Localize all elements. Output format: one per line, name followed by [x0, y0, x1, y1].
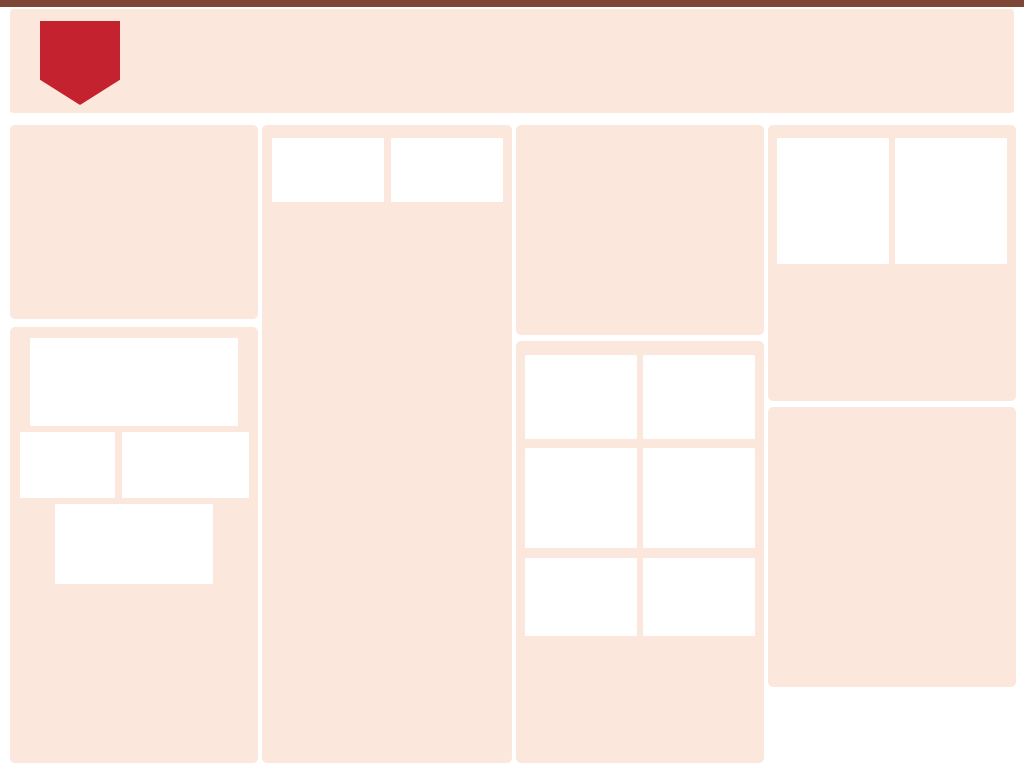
- figure2-right-box: [121, 432, 249, 498]
- figure7-right-box: [643, 558, 755, 636]
- figure2-left-box: [19, 432, 115, 498]
- figure8-left-box: [777, 138, 889, 264]
- figure5-left-box: [525, 355, 637, 439]
- figure4-left-box: [271, 138, 384, 202]
- figure7-simulated-rate-constants-chart: [525, 558, 637, 636]
- figure6-li2xe-ratios-chart: [643, 448, 755, 548]
- figure4-li2xe-distribution-chart: [391, 138, 503, 202]
- figure3-box: [55, 504, 213, 584]
- conclusion-panel: [768, 407, 1016, 687]
- figure6-right-box: [643, 448, 755, 548]
- figure5-li2xe-rate-constants-chart: [643, 355, 755, 439]
- overview-panel: [10, 125, 258, 319]
- wesleyan-shield-logo: [40, 21, 120, 105]
- header-band: [10, 9, 1014, 113]
- figure8-corrected-ratios-chart: [895, 138, 1007, 264]
- figure6-left-box: [525, 448, 637, 548]
- figure6-row: [525, 445, 755, 551]
- figure7-row: [525, 555, 755, 639]
- top-edge-strip: [0, 0, 1024, 7]
- figure5-li2li-rate-constants-chart: [525, 355, 637, 439]
- figure3-pressure-dependence-chart: [55, 504, 213, 584]
- figure8-right-box: [895, 138, 1007, 264]
- figure1-box: [30, 338, 238, 426]
- figure2-row: [19, 429, 249, 501]
- figure5-right-box: [643, 355, 755, 439]
- methods-panel: [10, 327, 258, 763]
- theory-panel: [262, 125, 512, 763]
- figure8-uncorrected-ratios-chart: [777, 138, 889, 264]
- figure1-experimental-setup-diagram: [30, 338, 238, 426]
- figure7-left-box: [525, 558, 637, 636]
- figure2-vibrational-levels-chart: [20, 432, 115, 498]
- figure7-simulated-ratios-chart: [643, 558, 755, 636]
- coefficients-panel: [516, 125, 764, 335]
- figure8-row: [777, 135, 1007, 267]
- figure5-row: [525, 352, 755, 442]
- figure4-row: [271, 135, 503, 205]
- figure4-right-box: [390, 138, 503, 202]
- figure4-li2li-distribution-chart: [272, 138, 384, 202]
- results-panel: [516, 341, 764, 763]
- references-section: [768, 690, 1016, 764]
- observations-panel: [768, 125, 1016, 401]
- figure6-li2li-ratios-chart: [525, 448, 637, 548]
- figure2-spectrum-chart: [122, 432, 249, 498]
